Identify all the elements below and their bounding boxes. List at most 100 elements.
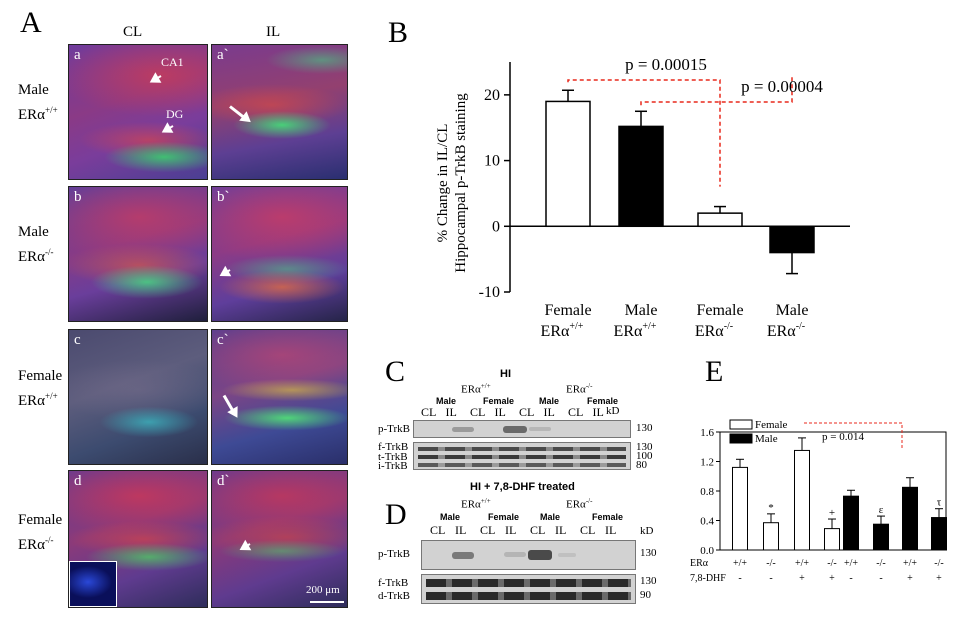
blot-band (452, 427, 474, 432)
marker-label: 130 (636, 441, 653, 453)
era-genotype-label: -/- (934, 558, 943, 569)
era-genotype-label: +/+ (844, 558, 858, 569)
bar (769, 225, 815, 254)
era-genotype-label: -/- (876, 558, 885, 569)
significance-mark: τ (937, 497, 942, 509)
category-label: Female (696, 302, 743, 319)
lane-label: CL (519, 405, 535, 419)
y-tick-label: 0.8 (700, 486, 714, 498)
era-genotype-label: +/+ (903, 558, 917, 569)
sex-label: Female (488, 512, 520, 522)
micrograph-c-prime: c` (211, 329, 348, 465)
row-label-line2: ERα+/+ (18, 105, 58, 123)
micrograph-tag: a (74, 47, 81, 63)
lane-label: IL (505, 523, 517, 537)
micrograph-tag: a` (217, 47, 229, 63)
panel-d-letter: D (385, 498, 407, 531)
marker-label: 100 (636, 450, 653, 462)
category-label: Male (625, 302, 658, 319)
row-label: f-TrkB (378, 441, 409, 453)
column-label-cl: CL (123, 24, 143, 40)
legend-label: Female (755, 419, 787, 431)
dhf-treatment-label: + (907, 573, 913, 584)
highlight-arrow-icon (222, 394, 237, 416)
ca1-arrow-icon (152, 75, 162, 82)
lane-label: CL (421, 405, 437, 419)
panel-a-letter: A (20, 6, 42, 39)
y-tick-label: 0 (492, 218, 500, 235)
blot-d-total-trkb-strip (421, 574, 636, 604)
blot-c-title: HI (500, 368, 511, 380)
row-label-female-wt: Female ERα+/+ (18, 366, 62, 411)
row-label-era: ERα (690, 558, 709, 569)
legend-swatch (729, 419, 753, 430)
marker-label: 130 (640, 547, 657, 559)
row-label-male-wt: Male ERα+/+ (18, 80, 58, 125)
significance-bracket (804, 422, 903, 448)
blot-band (529, 427, 551, 431)
lane-label: CL (430, 523, 446, 537)
blot-d-kd-label: kD (640, 525, 654, 537)
y-tick-label: 10 (484, 153, 500, 170)
y-tick-label: -10 (479, 284, 500, 301)
lane-label: IL (592, 405, 604, 419)
significance-mark: + (829, 507, 835, 519)
p-value-label: p = 0.00015 (625, 55, 707, 74)
row-label: t-TrkB (378, 451, 408, 463)
highlight-arrow-icon (229, 105, 249, 122)
row-label: i-TrkB (378, 460, 408, 472)
highlight-arrow-icon (242, 543, 251, 549)
row-label-female-ko: Female ERα-/- (18, 510, 62, 555)
significance-mark: ε (879, 504, 884, 516)
dhf-treatment-label: + (936, 573, 942, 584)
era-genotype-label: -/- (766, 558, 775, 569)
dhf-treatment-label: - (769, 573, 772, 584)
blot-c-total-trkb-strip (413, 442, 631, 470)
row-label-line1: Female (18, 368, 63, 384)
blot-band (418, 455, 626, 459)
blot-band (418, 447, 626, 451)
y-tick-label: 0.0 (700, 545, 714, 557)
bar (697, 212, 743, 228)
category-label-line2: ERα-/- (767, 321, 805, 340)
era-genotype-label: -/- (827, 558, 836, 569)
y-axis-label: % Change in IL/CL (435, 124, 451, 243)
bar-chart-b: -10 0 10 20 % Change in IL/CL Hippocampal p-T… (435, 55, 850, 340)
significance-bracket (640, 76, 793, 106)
row-label-line1: Male (18, 82, 49, 98)
panel-e-letter: E (705, 355, 724, 388)
legend-swatch (729, 433, 753, 444)
category-label-line2: ERα+/+ (614, 321, 657, 340)
sex-label: Female (587, 396, 619, 406)
row-label: p-TrkB (378, 548, 410, 560)
micrograph-c: c (68, 329, 208, 465)
blot-d-p-trkb-strip (421, 540, 636, 570)
panel-b-letter: B (388, 16, 409, 49)
lane-label: IL (555, 523, 567, 537)
lane-label: CL (470, 405, 486, 419)
lane-label: CL (580, 523, 596, 537)
blot-c-kd-label: kD (606, 405, 620, 417)
blot-c-group2: ERα-/- (566, 382, 593, 396)
lane-label: IL (494, 405, 506, 419)
dhf-treatment-label: - (849, 573, 852, 584)
micrograph-tag: c` (217, 332, 229, 348)
marker-label: 130 (640, 575, 657, 587)
row-label-line1: Male (18, 224, 49, 240)
era-genotype-label: +/+ (733, 558, 747, 569)
ca1-label: CA1 (161, 55, 184, 69)
micrograph-d-prime: d` 200 μm (211, 470, 348, 608)
y-axis-label-line2: Hippocampal p-TrkB staining (453, 93, 469, 273)
blot-band (528, 550, 552, 560)
row-label: p-TrkB (378, 423, 410, 435)
blot-d-title: HI + 7,8-DHF treated (470, 481, 575, 493)
scale-bar (310, 601, 344, 603)
micrograph-tag: d` (217, 473, 230, 489)
micrograph-a-prime: a` (211, 44, 348, 180)
bar (763, 522, 779, 551)
bar (618, 125, 664, 228)
y-tick-label: 1.2 (700, 457, 714, 469)
row-label-line2: ERα-/- (18, 535, 54, 553)
bar (794, 449, 810, 551)
lane-label: IL (455, 523, 467, 537)
